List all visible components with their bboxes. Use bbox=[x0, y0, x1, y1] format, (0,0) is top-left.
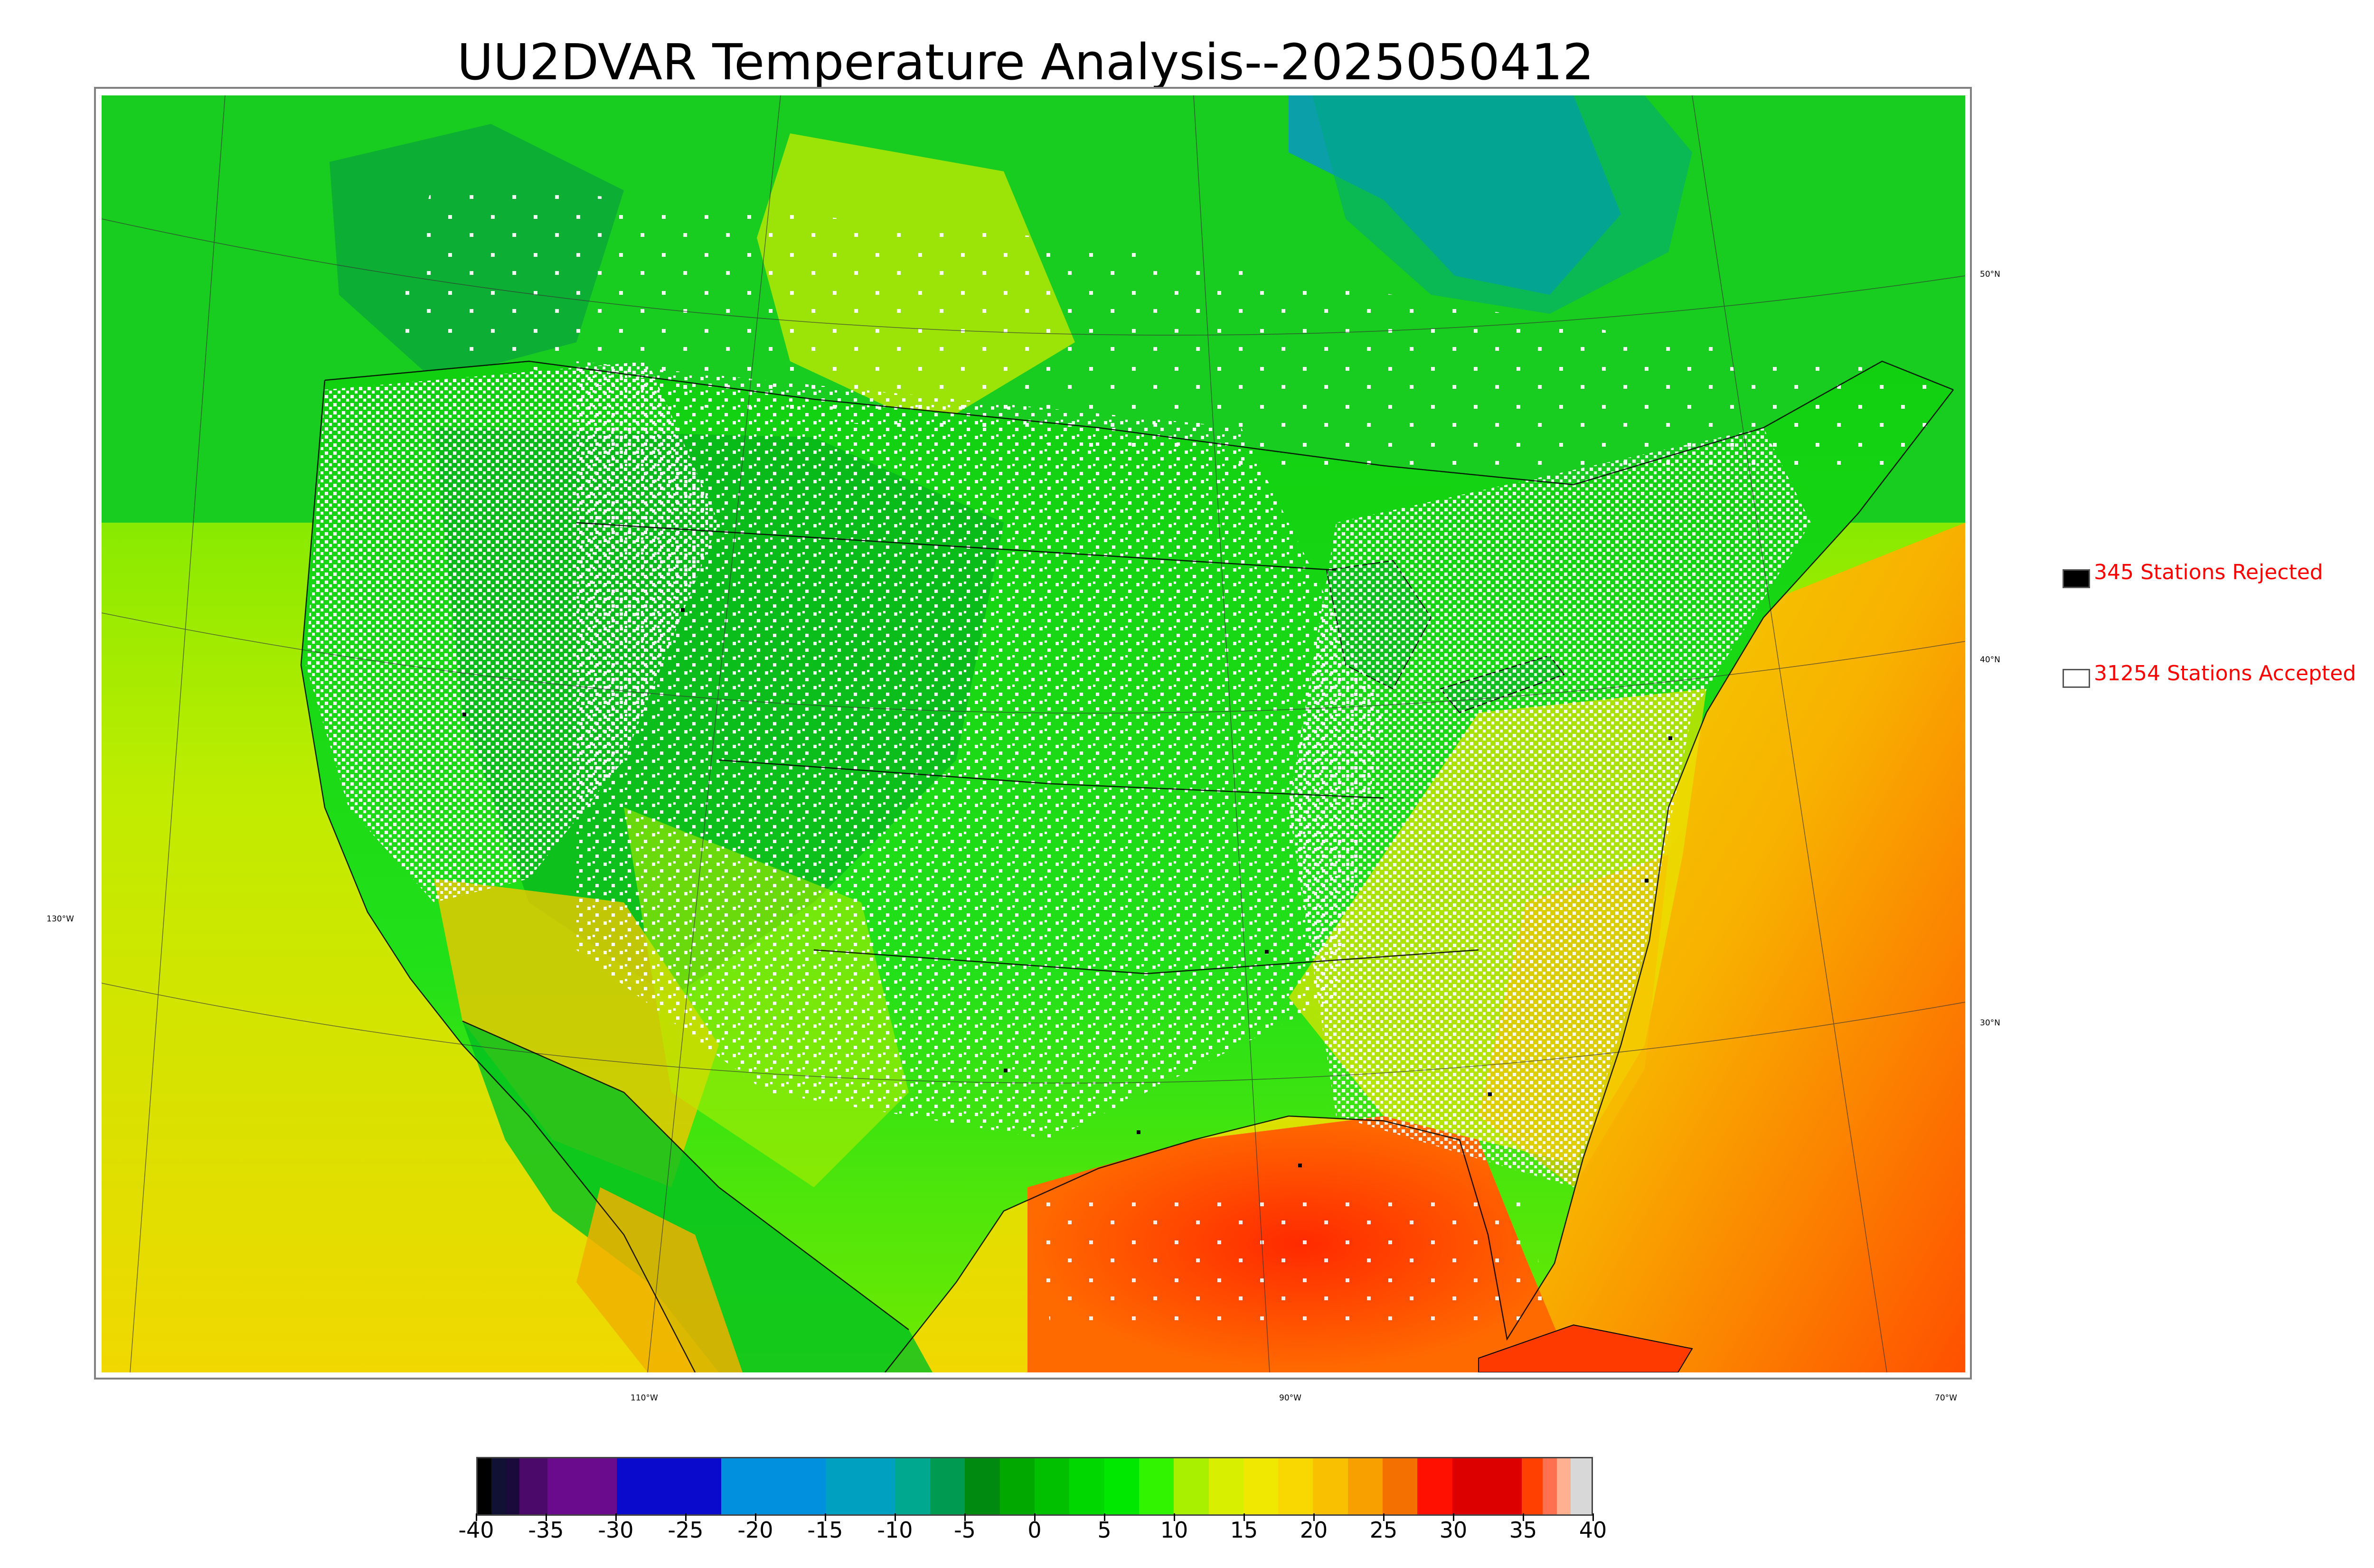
colorbar-tick-label: 25 bbox=[1369, 1517, 1398, 1543]
colorbar-tick bbox=[476, 1513, 477, 1521]
colorbar-tick bbox=[964, 1513, 966, 1521]
temperature-colorbar bbox=[476, 1457, 1593, 1516]
station-markers-gulf bbox=[1027, 1187, 1550, 1330]
coastlines bbox=[300, 360, 1954, 1372]
lon-label-70w: 70°W bbox=[1935, 1393, 1957, 1403]
colorbar-tick bbox=[1383, 1513, 1385, 1521]
colorbar-segment bbox=[478, 1458, 492, 1514]
temperature-map bbox=[102, 95, 1965, 1372]
lat-label-50n: 50°N bbox=[1980, 270, 2000, 279]
colorbar-segment bbox=[617, 1458, 722, 1514]
mexico-land bbox=[462, 1021, 933, 1372]
cool-region-2 bbox=[1312, 95, 1692, 314]
colorbar-segment bbox=[1139, 1458, 1174, 1514]
atlantic-ocean bbox=[1479, 523, 1965, 1372]
colorbar-tick-label: -20 bbox=[737, 1517, 773, 1543]
rejected-station-markers bbox=[462, 608, 1672, 1167]
page-title: UU2DVAR Temperature Analysis--2025050412 bbox=[457, 33, 1594, 91]
accepted-legend-swatch bbox=[2063, 669, 2090, 688]
colorbar-tick-label: -25 bbox=[668, 1517, 704, 1543]
colorbar-segment bbox=[1347, 1458, 1383, 1514]
colorbar-segment bbox=[1104, 1458, 1139, 1514]
colorbar-segment bbox=[1313, 1458, 1348, 1514]
accepted-legend-label: 31254 Stations Accepted bbox=[2094, 661, 2356, 685]
colorbar-tick-label: 5 bbox=[1097, 1517, 1112, 1543]
colorbar-tick-label: -15 bbox=[807, 1517, 843, 1543]
colorbar-tick-label: 10 bbox=[1160, 1517, 1188, 1543]
rejected-legend-label: 345 Stations Rejected bbox=[2094, 560, 2323, 584]
colorbar-segment bbox=[491, 1458, 506, 1514]
colorbar-tick-label: -10 bbox=[877, 1517, 913, 1543]
colorbar-tick-label: 30 bbox=[1439, 1517, 1468, 1543]
colorbar-tick bbox=[1174, 1513, 1175, 1521]
colorbar-tick bbox=[546, 1513, 547, 1521]
colorbar-segment bbox=[1570, 1458, 1592, 1514]
lon-label-130w: 130°W bbox=[47, 914, 74, 924]
lat-label-30n: 30°N bbox=[1980, 1018, 2000, 1028]
colorbar-segment bbox=[547, 1458, 617, 1514]
colorbar-tick bbox=[1313, 1513, 1315, 1521]
lat-label-40n: 40°N bbox=[1980, 655, 2000, 665]
colorbar-tick bbox=[615, 1513, 617, 1521]
colorbar-tick-label: -35 bbox=[528, 1517, 564, 1543]
colorbar-segment bbox=[999, 1458, 1035, 1514]
colorbar-tick-label: 15 bbox=[1230, 1517, 1258, 1543]
mexico-coast bbox=[576, 1187, 743, 1372]
colorbar-segment bbox=[1383, 1458, 1418, 1514]
colorbar-segment bbox=[1069, 1458, 1104, 1514]
colorbar-segment bbox=[505, 1458, 519, 1514]
colorbar-tick-label: 40 bbox=[1579, 1517, 1607, 1543]
colorbar-tick bbox=[1104, 1513, 1105, 1521]
colorbar-segment bbox=[826, 1458, 895, 1514]
colorbar-segment bbox=[1034, 1458, 1070, 1514]
colorbar-tick bbox=[755, 1513, 756, 1521]
colorbar-segment bbox=[1556, 1458, 1571, 1514]
colorbar-tick-label: 0 bbox=[1027, 1517, 1042, 1543]
lon-label-110w: 110°W bbox=[631, 1393, 658, 1403]
colorbar-tick bbox=[1034, 1513, 1036, 1521]
colorbar-tick bbox=[825, 1513, 826, 1521]
map-frame bbox=[94, 87, 1972, 1380]
colorbar-tick bbox=[685, 1513, 687, 1521]
colorbar-segment bbox=[519, 1458, 547, 1514]
station-markers-central bbox=[576, 361, 1384, 1140]
colorbar-segment bbox=[1243, 1458, 1279, 1514]
colorbar-segment bbox=[721, 1458, 826, 1514]
colorbar-tick-label: -5 bbox=[954, 1517, 976, 1543]
lon-label-90w: 90°W bbox=[1279, 1393, 1301, 1403]
colorbar-tick-label: 20 bbox=[1300, 1517, 1328, 1543]
colorbar-tick-label: -30 bbox=[598, 1517, 634, 1543]
colorbar-segment bbox=[895, 1458, 931, 1514]
colorbar-segment bbox=[1278, 1458, 1313, 1514]
colorbar-tick-label: -40 bbox=[458, 1517, 494, 1543]
colorbar-segment bbox=[1522, 1458, 1543, 1514]
colorbar-tick bbox=[895, 1513, 896, 1521]
colorbar-segment bbox=[1417, 1458, 1452, 1514]
colorbar-segment bbox=[1208, 1458, 1244, 1514]
colorbar-segment bbox=[965, 1458, 1000, 1514]
station-markers-east bbox=[1289, 428, 1811, 1187]
rejected-legend-swatch bbox=[2063, 569, 2090, 588]
colorbar-segment bbox=[930, 1458, 965, 1514]
colorbar-segment bbox=[1452, 1458, 1522, 1514]
graticule bbox=[102, 95, 1965, 1372]
colorbar-tick bbox=[1244, 1513, 1245, 1521]
cuba bbox=[1478, 1324, 1693, 1372]
colorbar-tick bbox=[1592, 1513, 1594, 1521]
station-markers-canada bbox=[386, 181, 1953, 475]
colorbar-tick bbox=[1523, 1513, 1524, 1521]
colorbar-tick bbox=[1453, 1513, 1454, 1521]
colorbar-segment bbox=[1543, 1458, 1557, 1514]
colorbar-segment bbox=[1174, 1458, 1209, 1514]
colorbar-tick-label: 35 bbox=[1509, 1517, 1537, 1543]
